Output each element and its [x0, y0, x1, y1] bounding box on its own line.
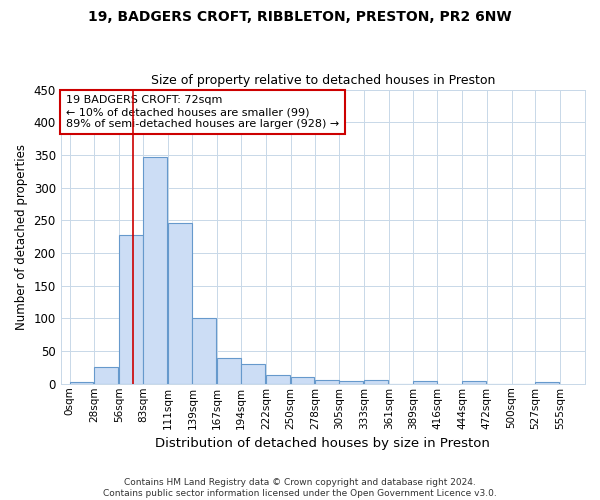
- Bar: [193, 318, 216, 384]
- Bar: [462, 381, 486, 384]
- Bar: [413, 381, 437, 384]
- Bar: [167, 223, 191, 384]
- Y-axis label: Number of detached properties: Number of detached properties: [15, 144, 28, 330]
- Text: Contains HM Land Registry data © Crown copyright and database right 2024.
Contai: Contains HM Land Registry data © Crown c…: [103, 478, 497, 498]
- Text: 19, BADGERS CROFT, RIBBLETON, PRESTON, PR2 6NW: 19, BADGERS CROFT, RIBBLETON, PRESTON, P…: [88, 10, 512, 24]
- Bar: [94, 368, 118, 384]
- Bar: [217, 358, 241, 384]
- Bar: [535, 382, 559, 384]
- Bar: [266, 374, 290, 384]
- Bar: [143, 157, 167, 384]
- Text: 19 BADGERS CROFT: 72sqm
← 10% of detached houses are smaller (99)
89% of semi-de: 19 BADGERS CROFT: 72sqm ← 10% of detache…: [66, 96, 339, 128]
- Bar: [241, 364, 265, 384]
- Bar: [364, 380, 388, 384]
- Bar: [70, 382, 94, 384]
- Bar: [290, 376, 314, 384]
- Bar: [316, 380, 339, 384]
- Title: Size of property relative to detached houses in Preston: Size of property relative to detached ho…: [151, 74, 495, 87]
- Bar: [339, 381, 363, 384]
- X-axis label: Distribution of detached houses by size in Preston: Distribution of detached houses by size …: [155, 437, 490, 450]
- Bar: [119, 234, 143, 384]
